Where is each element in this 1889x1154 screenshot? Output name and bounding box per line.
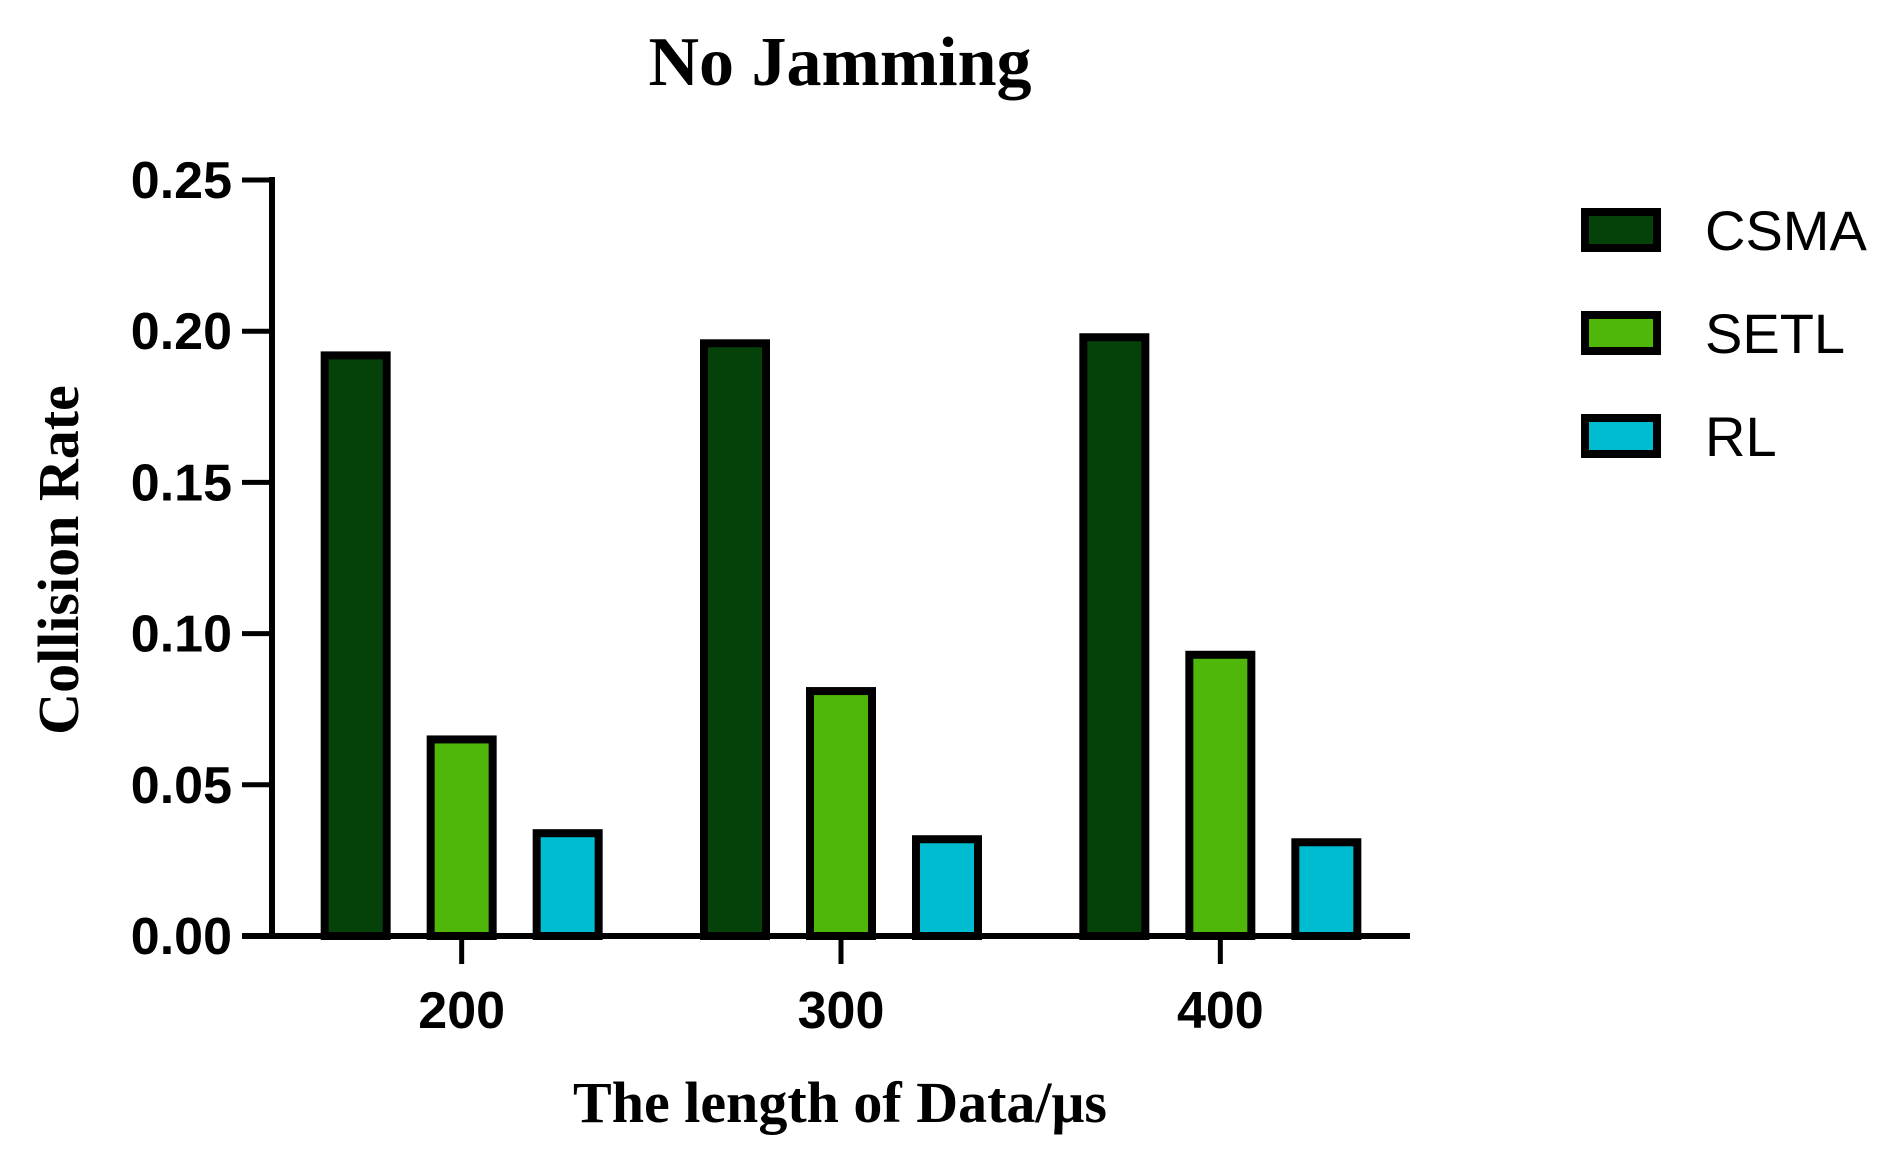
y-tick-label: 0.15	[131, 454, 232, 512]
bar-rl-300	[912, 835, 982, 940]
legend-label-rl: RL	[1705, 405, 1777, 468]
y-axis-title: Collision Rate	[26, 385, 91, 735]
legend-label-setl: SETL	[1705, 302, 1845, 365]
chart-title: No Jamming	[648, 24, 1031, 101]
y-tick-label: 0.00	[131, 908, 232, 966]
bar-rl-200	[532, 829, 603, 941]
legend-swatch-csma	[1581, 208, 1661, 252]
bar-setl-300	[806, 687, 876, 941]
legend-swatch-setl	[1581, 311, 1661, 355]
legend-swatch-rl	[1581, 414, 1661, 458]
y-tick-label: 0.10	[131, 606, 232, 664]
bar-csma-200	[320, 351, 391, 940]
bar-csma-400	[1079, 333, 1150, 940]
y-tick-label: 0.05	[131, 757, 232, 815]
bar-setl-400	[1185, 650, 1256, 940]
x-tick-label: 300	[798, 982, 885, 1040]
y-tick-label: 0.20	[131, 303, 232, 361]
x-tick-label: 400	[1177, 982, 1264, 1040]
bar-rl-400	[1291, 838, 1362, 940]
y-tick-label: 0.25	[131, 152, 232, 210]
bar-csma-300	[700, 339, 770, 940]
x-tick-label: 200	[418, 982, 505, 1040]
legend-label-csma: CSMA	[1705, 199, 1867, 262]
x-axis-title: The length of Data/μs	[573, 1070, 1107, 1135]
legend: CSMA SETL RL	[1581, 199, 1867, 468]
axes-layer: 200 300 400 0.00 0.05 0.10 0.15 0.20 0.25	[131, 152, 1410, 1040]
bar-setl-200	[426, 735, 497, 940]
bars-layer	[320, 333, 1362, 941]
